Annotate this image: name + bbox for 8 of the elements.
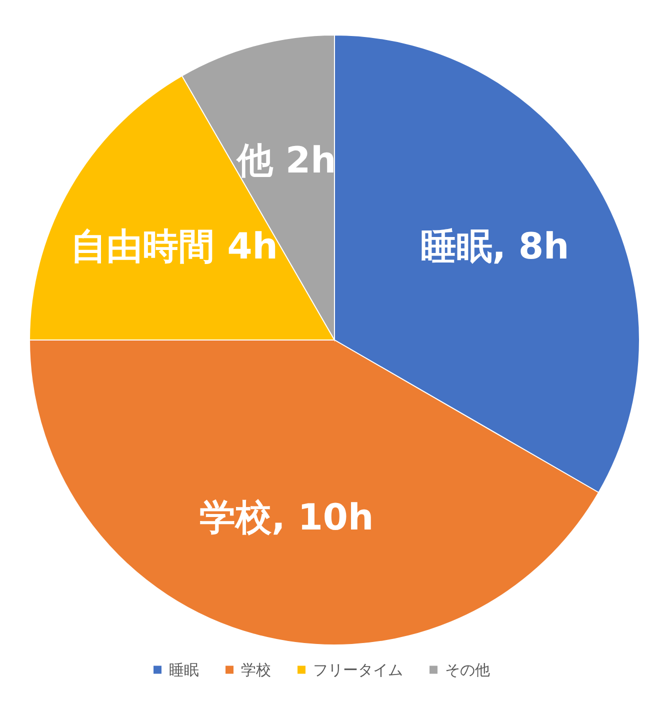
- data-label: 他 2h: [236, 140, 336, 182]
- data-label: 自由時間 4h: [70, 226, 278, 268]
- data-label: 学校, 10h: [200, 498, 374, 539]
- legend-label: 睡眠: [169, 660, 199, 679]
- data-label: 睡眠, 8h: [420, 226, 570, 268]
- legend-label: フリータイム: [313, 660, 403, 679]
- legend-label: 学校: [241, 660, 271, 679]
- legend-label: その他: [445, 660, 490, 679]
